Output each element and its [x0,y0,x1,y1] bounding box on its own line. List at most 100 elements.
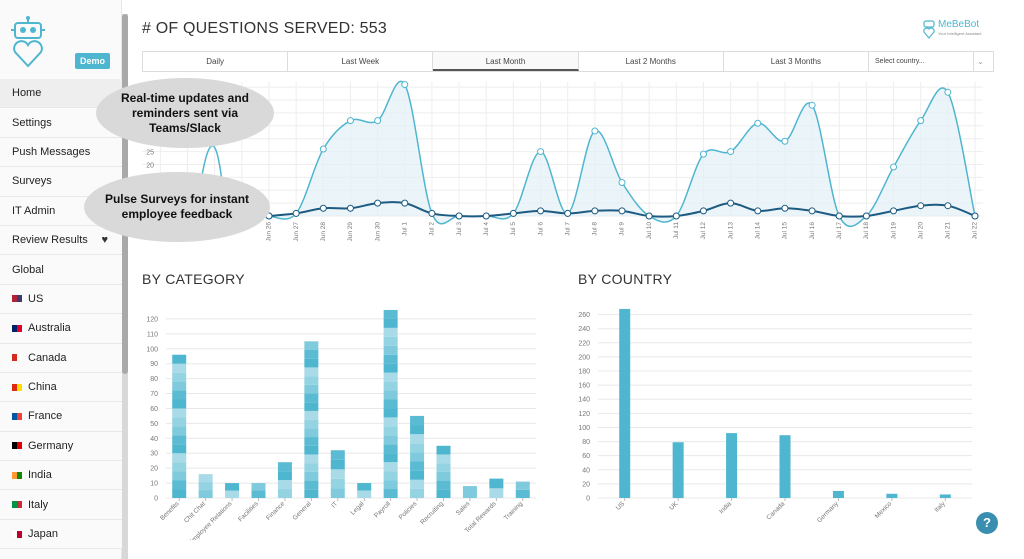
y-tick-label: 40 [150,436,158,443]
country-title: BY COUNTRY [578,271,673,287]
data-point[interactable] [591,127,599,135]
data-point[interactable] [727,148,735,156]
tab-last-month[interactable]: Last Month [433,52,579,71]
bar[interactable] [225,483,240,498]
data-point[interactable] [292,209,300,217]
bar[interactable] [277,462,292,498]
data-point[interactable] [346,204,354,212]
bar[interactable] [886,493,898,498]
x-tick-label: Facilities [237,500,260,523]
bar[interactable] [383,309,398,498]
bar[interactable] [172,354,187,498]
data-point[interactable] [374,199,382,207]
sidebar-item-china[interactable]: China [0,372,122,403]
bar[interactable] [939,494,951,498]
data-point[interactable] [727,199,735,207]
data-point[interactable] [645,212,653,220]
data-point[interactable] [672,212,680,220]
bar[interactable] [515,481,530,498]
demo-button[interactable]: Demo [75,53,110,69]
bar-segment [172,408,187,418]
sidebar-item-france[interactable]: France [0,402,122,432]
bar-fill [619,308,631,498]
sidebar-item-surveys[interactable]: Surveys [0,167,122,197]
data-point[interactable] [509,209,517,217]
data-point[interactable] [319,204,327,212]
bar[interactable] [251,483,266,498]
tab-last-week[interactable]: Last Week [288,52,434,71]
x-tick-label: Training [503,500,525,522]
data-point[interactable] [781,137,789,145]
bar[interactable] [779,435,791,498]
bar[interactable] [672,442,684,498]
bar[interactable] [304,341,319,498]
sidebar-item-india[interactable]: India [0,461,122,491]
data-point[interactable] [862,212,870,220]
data-point[interactable] [618,179,626,186]
data-point[interactable] [754,207,762,215]
bar[interactable] [410,415,425,498]
data-point[interactable] [618,207,626,215]
bar[interactable] [489,478,504,498]
data-point[interactable] [482,212,490,220]
data-point[interactable] [591,207,599,215]
help-button[interactable]: ? [976,512,998,534]
data-point[interactable] [835,212,843,220]
tab-last-2-months[interactable]: Last 2 Months [579,52,724,71]
data-point[interactable] [537,207,545,215]
data-point[interactable] [564,209,572,217]
sidebar-item-australia[interactable]: Australia [0,314,122,344]
country-select[interactable]: Select country... ⌄ [869,52,993,71]
data-point[interactable] [971,212,979,220]
data-point[interactable] [346,117,354,125]
data-point[interactable] [374,117,382,125]
data-point[interactable] [944,202,952,210]
data-point[interactable] [808,101,816,109]
bar-segment [225,490,240,498]
data-point[interactable] [537,148,545,156]
bar[interactable] [462,486,477,498]
x-tick-label: Jul 15 [782,222,789,240]
sidebar-item-global[interactable]: Global [0,255,122,285]
bar[interactable] [726,433,738,498]
sidebar-item-label: Push Messages [12,145,91,158]
bar-segment [304,410,319,420]
data-point[interactable] [808,207,816,215]
data-point[interactable] [917,202,925,210]
sidebar-item-push-messages[interactable]: Push Messages [0,137,122,168]
bar[interactable] [357,483,372,498]
data-point[interactable] [401,199,409,207]
bar[interactable] [436,445,451,498]
sidebar-item-us[interactable]: US [0,284,122,315]
heart-pulse-icon: ♥ [101,233,108,246]
sidebar-item-germany[interactable]: Germany [0,431,122,462]
sidebar-item-japan[interactable]: Japan [0,519,122,550]
data-point[interactable] [890,163,898,171]
x-tick-label: Jul 22 [972,222,979,240]
sidebar-item-canada[interactable]: Canada [0,343,122,373]
data-point[interactable] [781,204,789,212]
tab-daily[interactable]: Daily [143,52,289,71]
x-tick-label: Italy [933,500,947,514]
bar[interactable] [619,308,631,498]
data-point[interactable] [699,150,707,158]
bar[interactable] [832,490,844,498]
data-point[interactable] [944,88,952,96]
data-point[interactable] [401,81,409,89]
data-point[interactable] [428,209,436,217]
data-point[interactable] [754,119,762,127]
bar-segment [410,488,425,498]
data-point[interactable] [890,207,898,215]
data-point[interactable] [917,117,925,125]
x-tick-label: Jul 2 [429,222,436,236]
chevron-down-icon[interactable]: ⌄ [973,52,987,71]
bar[interactable] [198,474,213,498]
bar[interactable] [330,450,345,498]
sidebar-item-italy[interactable]: Italy [0,490,122,520]
sidebar-item-review-results[interactable]: Review Results ♥ [0,225,122,256]
tab-last-3-months[interactable]: Last 3 Months [724,52,870,71]
bar-segment [383,381,398,391]
data-point[interactable] [455,212,463,220]
data-point[interactable] [699,207,707,215]
data-point[interactable] [319,145,327,153]
